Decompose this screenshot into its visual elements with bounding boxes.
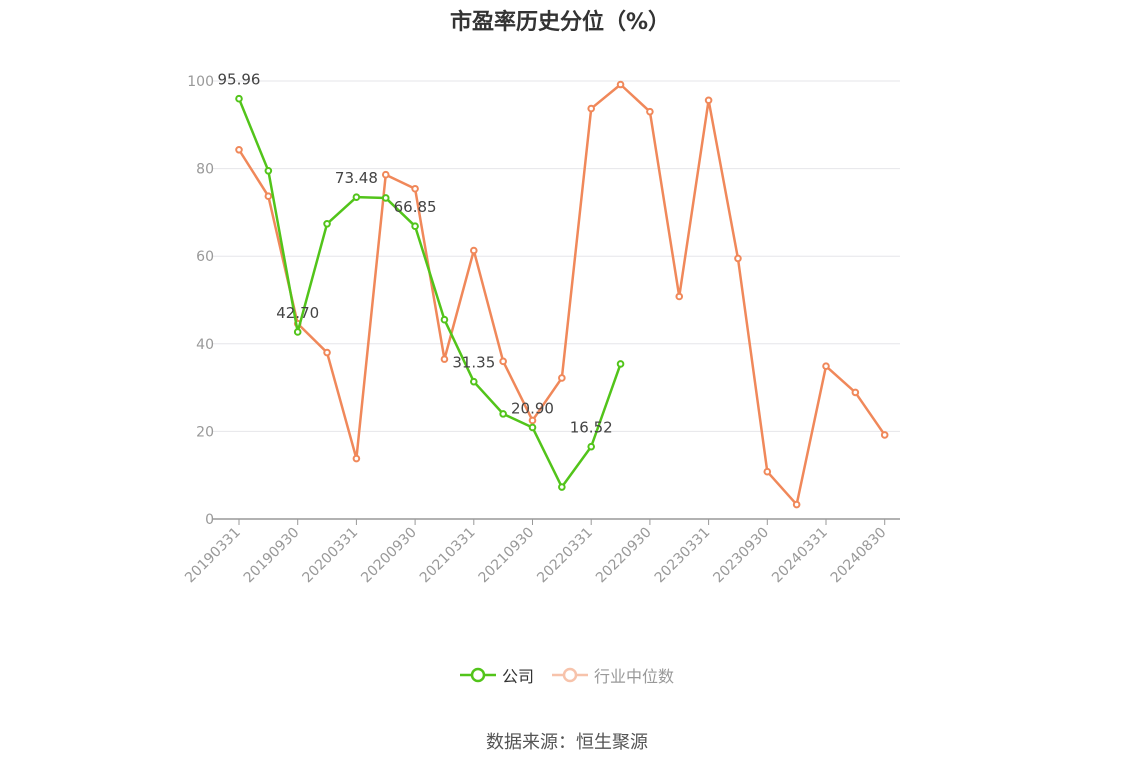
data-point-industry-median	[851, 388, 860, 397]
x-tick-label: 20230331	[652, 525, 714, 587]
y-tick-label: 40	[196, 337, 214, 353]
series-line-company	[237, 98, 622, 489]
data-point-industry-median	[646, 107, 654, 116]
data-point-company	[470, 377, 478, 386]
data-point-company	[558, 483, 566, 491]
x-tick-label: 20240830	[828, 525, 890, 587]
data-point-company	[323, 219, 331, 228]
data-point-company	[381, 194, 390, 202]
series-line-industry-median	[237, 83, 886, 506]
grid-lines	[212, 80, 900, 432]
data-point-industry-median	[616, 80, 625, 89]
x-tick-label: 20220331	[534, 525, 596, 587]
data-point-company	[499, 410, 507, 418]
x-tick-label: 20190331	[182, 525, 244, 587]
x-tick-label: 20230930	[710, 525, 772, 587]
legend-swatch-industry-icon	[552, 667, 588, 683]
data-point-industry-median	[704, 96, 713, 105]
data-point-industry-median	[763, 467, 772, 476]
data-point-industry-median	[411, 184, 419, 193]
x-tick-label: 20200930	[358, 525, 420, 587]
data-point-company	[440, 315, 449, 324]
data-point-company	[587, 442, 596, 451]
data-point-industry-median	[587, 104, 596, 113]
data-point-industry-median	[822, 362, 830, 370]
data-point-industry-median	[235, 145, 243, 154]
data-point-industry-median	[558, 374, 566, 382]
data-point-industry-median	[734, 254, 742, 263]
x-tick-label: 20220930	[593, 525, 655, 587]
legend-item-company[interactable]: 公司	[459, 663, 534, 687]
y-tick-label: 80	[196, 162, 214, 178]
data-point-industry-median	[470, 246, 478, 255]
data-point-industry-median	[323, 348, 331, 357]
y-tick-label: 100	[187, 74, 214, 90]
data-point-industry-median	[792, 500, 801, 509]
x-axis: 0 20 40 60 80 100 2019033120190930202003312020…	[182, 74, 900, 586]
y-tick-label: 60	[196, 249, 214, 265]
data-point-industry-median	[675, 292, 684, 301]
data-label-company: 20.90	[511, 399, 554, 417]
series-layer	[235, 80, 889, 509]
data-point-industry-median	[499, 357, 507, 366]
data-point-industry-median	[440, 355, 449, 363]
data-point-industry-median	[381, 170, 390, 179]
x-tick-label: 20210930	[476, 525, 538, 587]
y-tick-label: 0	[205, 512, 214, 528]
data-point-industry-median	[352, 454, 361, 463]
line-chart: 0 20 40 60 80 100 2019033120190930202003312020…	[182, 71, 900, 586]
data-point-company	[411, 222, 419, 230]
data-labels: 95.96 42.70 73.48 66.85 31.35 20.90 16.52	[218, 71, 613, 437]
data-point-industry-median	[528, 416, 537, 425]
data-point-company	[352, 193, 361, 201]
legend: 公司 行业中位数	[0, 663, 1134, 687]
data-point-industry-median	[880, 431, 889, 439]
data-point-company	[293, 328, 302, 336]
data-label-company: 95.96	[218, 71, 261, 89]
legend-item-industry-median[interactable]: 行业中位数	[552, 663, 674, 687]
data-point-company	[235, 94, 243, 103]
legend-label-company: 公司	[501, 667, 534, 686]
data-point-company	[528, 423, 537, 432]
x-tick-label: 20240331	[769, 525, 831, 587]
data-point-industry-median	[264, 192, 273, 200]
x-tick-label: 20210331	[417, 525, 479, 587]
data-label-company: 16.52	[570, 419, 613, 437]
x-tick-label: 20200331	[300, 525, 362, 587]
y-tick-label: 20	[196, 424, 214, 440]
source-note: 数据来源：恒生聚源	[486, 732, 648, 753]
chart-title: 市盈率历史分位（%）	[449, 10, 671, 35]
data-point-company	[264, 166, 273, 175]
legend-swatch-company-icon	[459, 667, 496, 683]
data-label-company: 73.48	[335, 169, 378, 187]
data-label-company: 31.35	[452, 354, 495, 372]
x-tick-label: 20190930	[241, 525, 303, 587]
data-label-company: 42.70	[276, 304, 319, 322]
data-point-company	[616, 360, 625, 368]
legend-label-industry-median: 行业中位数	[594, 667, 675, 686]
data-label-company: 66.85	[394, 198, 437, 216]
